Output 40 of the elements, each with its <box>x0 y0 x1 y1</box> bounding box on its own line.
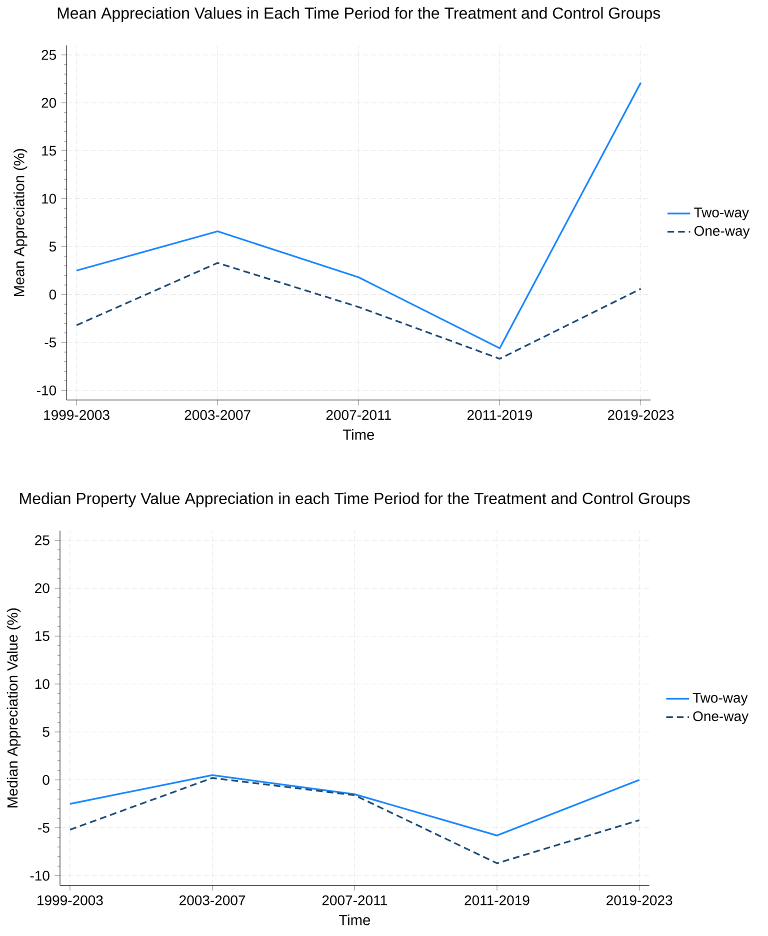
line-series <box>76 262 642 360</box>
y-tick-label: -5 <box>44 338 56 348</box>
x-tick-label: 1999-2003 <box>44 410 110 420</box>
x-tick-label: 2003-2007 <box>184 410 250 420</box>
line-series <box>76 82 642 350</box>
y-tick-label: 15 <box>42 146 56 156</box>
chart-title: Median Property Value Appreciation in each Time Period for the Treatment and Control Groups <box>20 492 690 508</box>
y-tick-label: -5 <box>38 822 50 833</box>
legend-label: Two-way <box>694 208 749 220</box>
x-tick-label: 1999-2003 <box>38 895 103 906</box>
y-tick-label: 10 <box>42 194 56 204</box>
x-axis-title: Time <box>338 914 370 926</box>
x-tick-label: 2019-2023 <box>608 410 674 420</box>
y-axis-title: Median Appreciation Value (%) <box>6 608 21 808</box>
y-tick-label: 20 <box>42 98 56 108</box>
y-tick-label: 10 <box>35 679 50 689</box>
y-tick-label: 5 <box>42 727 50 737</box>
legend-label: Two-way <box>692 692 748 706</box>
x-tick-label: 2011-2019 <box>467 410 532 420</box>
y-tick-label: 5 <box>49 242 56 252</box>
x-axis-title: Time <box>342 429 374 440</box>
y-tick-label: 0 <box>42 774 50 785</box>
y-tick-label: 20 <box>35 583 50 594</box>
line-series <box>69 774 640 836</box>
legend-label: One-way <box>693 711 749 724</box>
y-tick-label: 0 <box>49 290 56 300</box>
x-tick-label: 2003-2007 <box>180 895 246 906</box>
y-tick-label: -10 <box>37 385 56 396</box>
y-tick-label: -10 <box>30 870 50 881</box>
y-axis-title: Mean Appreciation (%) <box>14 149 28 296</box>
chart-title: Mean Appreciation Values in Each Time Period for the Treatment and Control Groups <box>58 7 660 22</box>
y-tick-label: 15 <box>35 631 50 641</box>
x-tick-label: 2011-2019 <box>464 895 530 906</box>
x-tick-label: 2007-2011 <box>322 895 387 906</box>
x-tick-label: 2019-2023 <box>606 895 672 906</box>
legend-label: One-way <box>694 226 750 239</box>
y-tick-label: 25 <box>42 50 56 60</box>
x-tick-label: 2007-2011 <box>326 410 391 420</box>
line-series <box>69 777 640 864</box>
y-tick-label: 25 <box>35 535 50 546</box>
